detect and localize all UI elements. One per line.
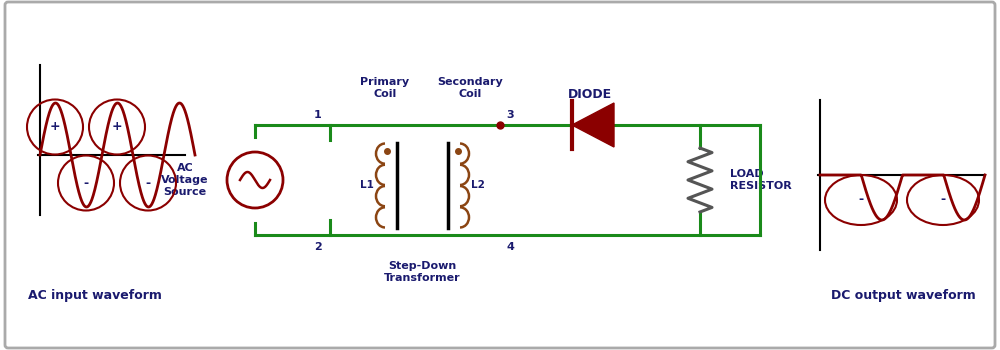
FancyBboxPatch shape [5,2,995,348]
Text: -: - [858,194,864,206]
Text: L2: L2 [471,181,485,190]
Text: AC input waveform: AC input waveform [28,288,162,301]
Text: Secondary
Coil: Secondary Coil [437,77,503,99]
Text: Step-Down
Transformer: Step-Down Transformer [384,261,461,283]
Text: 2: 2 [314,242,322,252]
Text: Primary
Coil: Primary Coil [360,77,410,99]
Text: DC output waveform: DC output waveform [831,288,975,301]
Circle shape [227,152,283,208]
Text: DIODE: DIODE [568,89,612,101]
Text: +: + [50,120,60,133]
Text: +: + [112,120,122,133]
Text: 3: 3 [506,110,514,120]
Text: -: - [145,176,151,189]
Text: 4: 4 [506,242,514,252]
Text: L1: L1 [360,181,374,190]
Text: AC
Voltage
Source: AC Voltage Source [161,163,209,197]
Text: -: - [83,176,89,189]
Text: 1: 1 [314,110,322,120]
Polygon shape [572,103,614,147]
Text: LOAD
RESISTOR: LOAD RESISTOR [730,169,792,191]
Text: -: - [940,194,946,206]
